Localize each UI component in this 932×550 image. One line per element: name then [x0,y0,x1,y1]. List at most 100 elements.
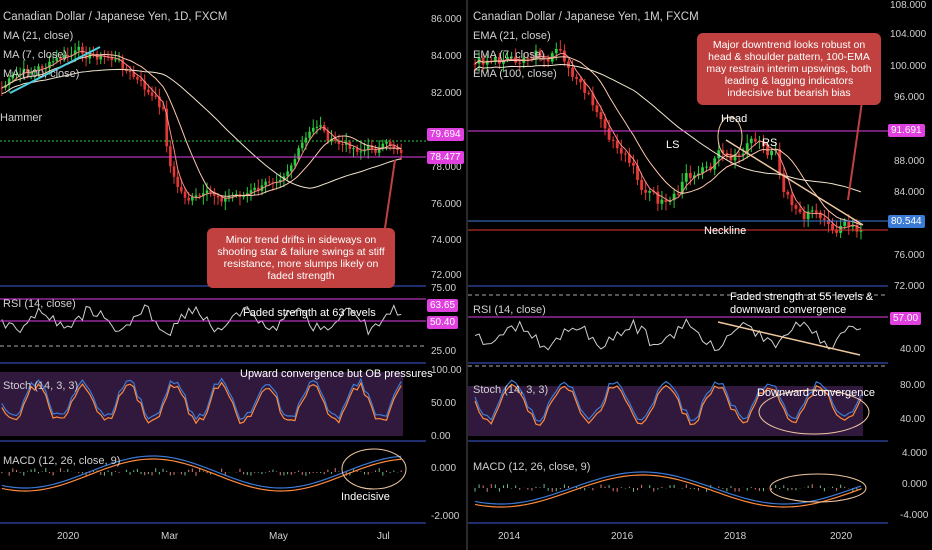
candle-body [790,194,794,206]
candle-body [51,61,55,63]
right-date-tick: 2016 [611,531,634,542]
right-shoulder-label: RS [762,137,778,149]
candle-body [640,179,644,190]
candle-body [518,62,522,64]
candle-body [530,58,534,60]
candle-body [591,93,595,106]
panel-divider [466,0,468,550]
candle-body [485,60,489,65]
candle-body [110,57,114,61]
candle-body [158,96,161,108]
candle-body [534,50,538,60]
head-label: Head [721,113,748,125]
head-ellipse [717,116,743,158]
candle-body [680,181,684,195]
candle-body [814,210,818,213]
candle-body [855,225,859,232]
candle-body [246,193,249,195]
candle-body [660,199,664,204]
candle-body [92,53,95,55]
macd-signal-line [1,458,402,492]
left-ma100-label: MA (100, close) [3,68,80,80]
macd-line [474,471,862,505]
candle-body [319,125,322,127]
candle-body [648,190,652,193]
stoch-k-line [474,379,862,422]
callout-pointer [847,94,864,201]
candle-body [304,137,308,143]
candle-body [77,46,81,51]
candle-body [632,162,635,166]
candle-body [713,158,717,170]
candle-body [558,49,562,51]
left-price-tick: 82.000 [431,88,462,99]
candle-body [583,82,587,93]
candle-body [139,79,143,82]
candle-body [355,148,359,152]
left-stoch-tick: 0.00 [431,431,451,442]
right-rsi-tag: 57.00 [890,312,922,325]
candle-body [235,194,238,196]
right-stoch-tick: 40.00 [900,414,926,425]
right-price-tick: 96.000 [894,92,925,103]
candle-body [84,53,88,59]
right-stoch-label: Stoch (14, 3, 3) [473,384,549,396]
left-chart-canvas[interactable] [0,0,466,550]
candle-body [571,67,574,77]
right-rsi-label: RSI (14, close) [473,304,546,316]
left-ma7-label: MA (7, close) [3,49,68,61]
right-chart-canvas[interactable] [468,0,932,550]
right-ema100-label: EMA (100, close) [473,68,557,80]
right-rsi-note: Faded strength at 55 levels & downward c… [730,291,874,316]
candle-body [315,126,319,128]
candle-body [48,61,51,69]
trendline [9,46,101,94]
candle-body [644,189,648,193]
right-price-tick: 84.000 [894,187,925,198]
candle-body [278,179,282,183]
candle-body [579,78,583,83]
candle-body [73,50,77,55]
candle-body [510,56,514,58]
left-chart[interactable]: Canadian Dollar / Japanese Yen, 1D, FXCM… [0,0,466,550]
candle-body [810,210,814,212]
candle-body [7,78,11,86]
candle-body [191,197,194,201]
left-stoch-note: Upward convergence but OB pressures [240,368,433,380]
candle-body [22,68,26,74]
left-stoch-tick: 100.00 [431,365,462,376]
candle-body [194,195,198,198]
fast-ma-line [474,53,862,229]
candle-body [161,107,165,109]
candle-body [377,148,381,153]
candle-body [15,74,18,76]
candle-body [55,57,59,62]
candle-body [213,192,216,196]
candle-body [607,128,611,140]
candle-body [794,205,798,209]
candle-body [165,108,168,147]
left-chart-title: Canadian Dollar / Japanese Yen, 1D, FXCM [3,11,228,23]
candle-body [29,72,33,74]
rsi-line [1,304,402,337]
candle-body [778,149,782,174]
candle-body [749,138,753,144]
left-rsi-tick: 75.00 [431,283,457,294]
candle-body [308,131,311,138]
right-macd-label: MACD (12, 26, close, 9) [473,461,591,473]
left-price-tick: 86.000 [431,14,462,25]
candle-body [143,81,146,90]
left-date-tick: 2020 [57,531,80,542]
candle-body [227,196,231,198]
right-date-tick: 2018 [724,531,747,542]
candle-body [187,197,190,201]
candle-body [293,159,297,166]
left-rsi-note: Faded strength at 63 levels [243,307,376,319]
left-stoch-label: Stoch (14, 3, 3) [3,380,79,392]
candle-body [497,56,501,64]
candle-body [587,92,591,94]
right-stoch-tick: 80.00 [900,380,926,391]
candle-body [147,89,150,93]
stoch-ellipse [758,389,870,435]
right-chart[interactable]: Canadian Dollar / Japanese Yen, 1M, FXCM… [468,0,932,550]
